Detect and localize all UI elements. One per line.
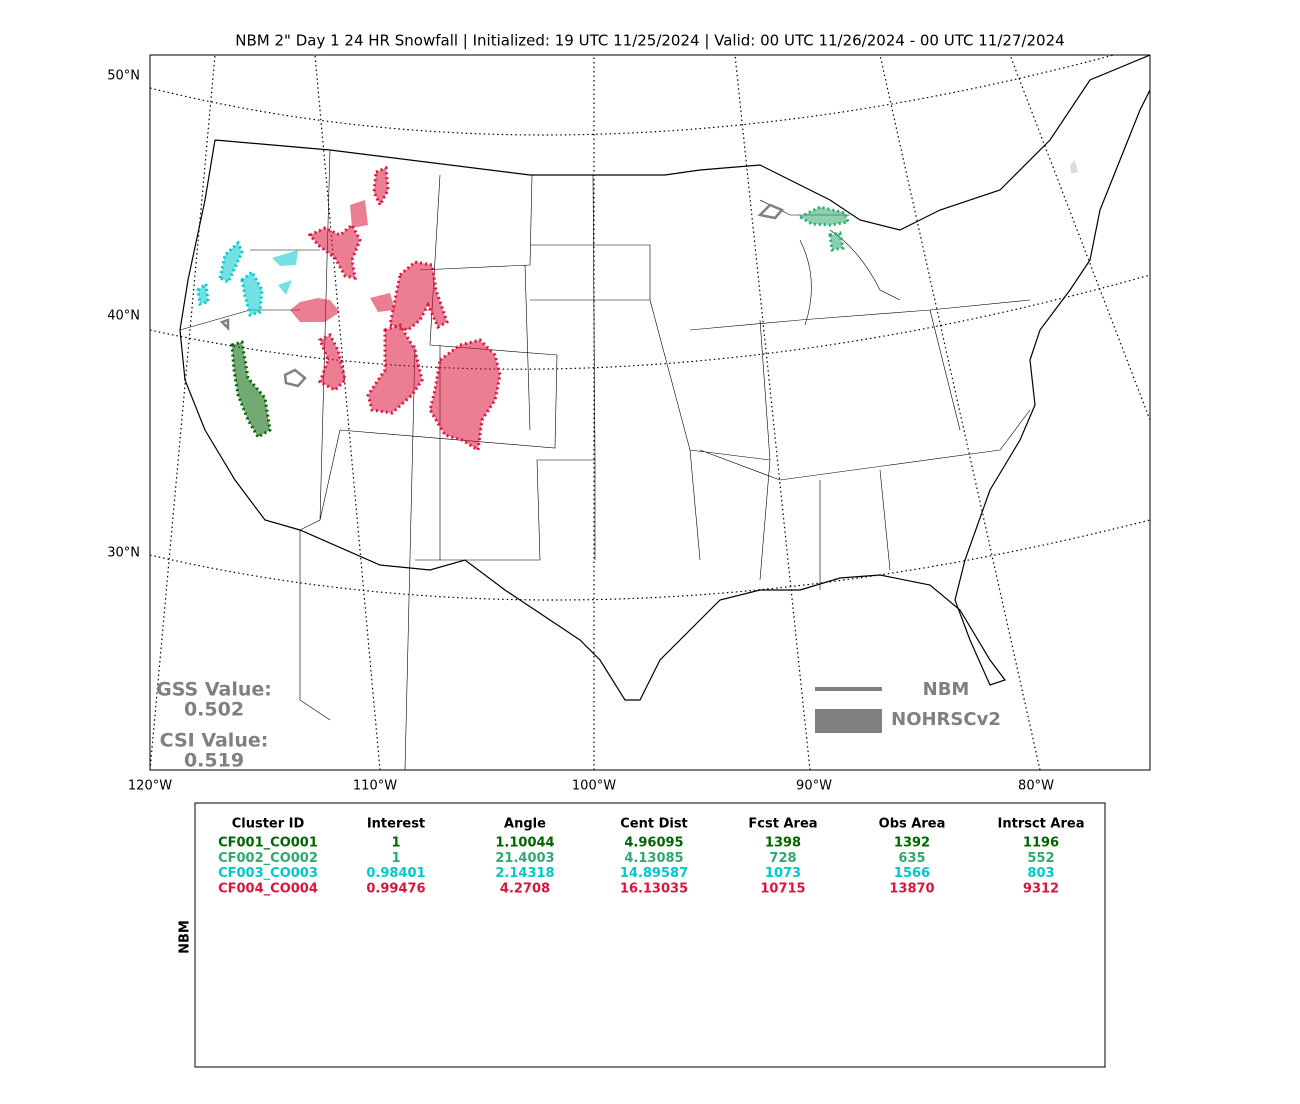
cluster-4 [307,165,502,453]
column-header: Cluster ID [232,817,305,832]
table-cell: 1398 [765,836,801,851]
csi-label: CSI Value: [160,730,269,752]
legend-label: NBM [923,679,970,700]
table-cell: 1 [391,836,400,851]
lon-label: 120°W [128,779,172,794]
table-cell: CF003_CO003 [218,866,318,881]
table-cell: 1.10044 [495,836,554,851]
coastline [179,55,1150,701]
lat-label: 40°N [107,309,140,324]
table-cell: 9312 [1023,881,1059,896]
state-borders [179,149,1031,770]
table-cell: 4.2708 [500,881,550,896]
obs-3 [272,250,298,295]
lon-label: 90°W [796,779,832,794]
cluster-3 [196,240,264,317]
lon-label: 80°W [1018,779,1054,794]
title: NBM 2" Day 1 24 HR Snowfall | Initialize… [235,32,1064,50]
parallel [150,55,1116,136]
obs-speck [1070,160,1078,174]
lat-label: 50°N [107,69,140,84]
column-header: Fcst Area [748,817,817,832]
table-cell: 21.4003 [495,851,554,866]
column-header: Intrsct Area [998,817,1085,832]
table-cell: 1 [391,851,400,866]
table-cell: 0.98401 [366,866,425,881]
table-cell: CF002_CO002 [218,851,318,866]
gss-value: 0.502 [184,699,244,721]
lon-label: 110°W [353,779,397,794]
map: 50°N 40°N 30°N 120°W 110°W 100°W 90°W 80… [107,54,1151,794]
legend-label: NOHRSCv2 [891,709,1001,730]
table-cell: 635 [898,851,925,866]
table-cell: 4.96095 [624,836,683,851]
table-cell: 803 [1027,866,1054,881]
column-header: Obs Area [879,817,946,832]
obs-4 [290,200,395,322]
table-cell: 1196 [1023,836,1059,851]
table-cell: 1392 [894,836,930,851]
stats-table: NBM Cluster ID Interest Angle Cent Dist Fcst… [178,802,1106,1068]
nbm-outline [219,203,785,388]
lat-label: 30°N [107,546,140,561]
cluster-2 [796,205,850,252]
parallel [150,519,1150,601]
table-cell: CF004_CO004 [218,881,318,896]
legend-fill [815,709,882,733]
lon-label: 100°W [572,779,616,794]
map-frame [149,54,1151,771]
gss-label: GSS Value: [156,679,272,701]
table-cell: 14.89587 [620,866,688,881]
table-cell: 16.13035 [620,881,688,896]
side-label: NBM [178,920,193,954]
column-header: Cent Dist [620,817,688,832]
table-cell: 728 [769,851,796,866]
table-cell: 552 [1027,851,1054,866]
table-cell: 1073 [765,866,801,881]
csi-value: 0.519 [184,750,244,772]
table-cell: 1566 [894,866,930,881]
table-cell: 10715 [760,881,805,896]
column-header: Interest [367,817,425,832]
table-cell: 4.13085 [624,851,683,866]
cluster-1 [230,340,272,440]
table-frame [194,802,1106,1068]
parallel [150,274,1150,370]
table-cell: 2.14318 [495,866,554,881]
table-cell: 13870 [889,881,934,896]
table-cell: 0.99476 [366,881,425,896]
table-cell: CF001_CO001 [218,836,318,851]
column-header: Angle [504,817,546,832]
